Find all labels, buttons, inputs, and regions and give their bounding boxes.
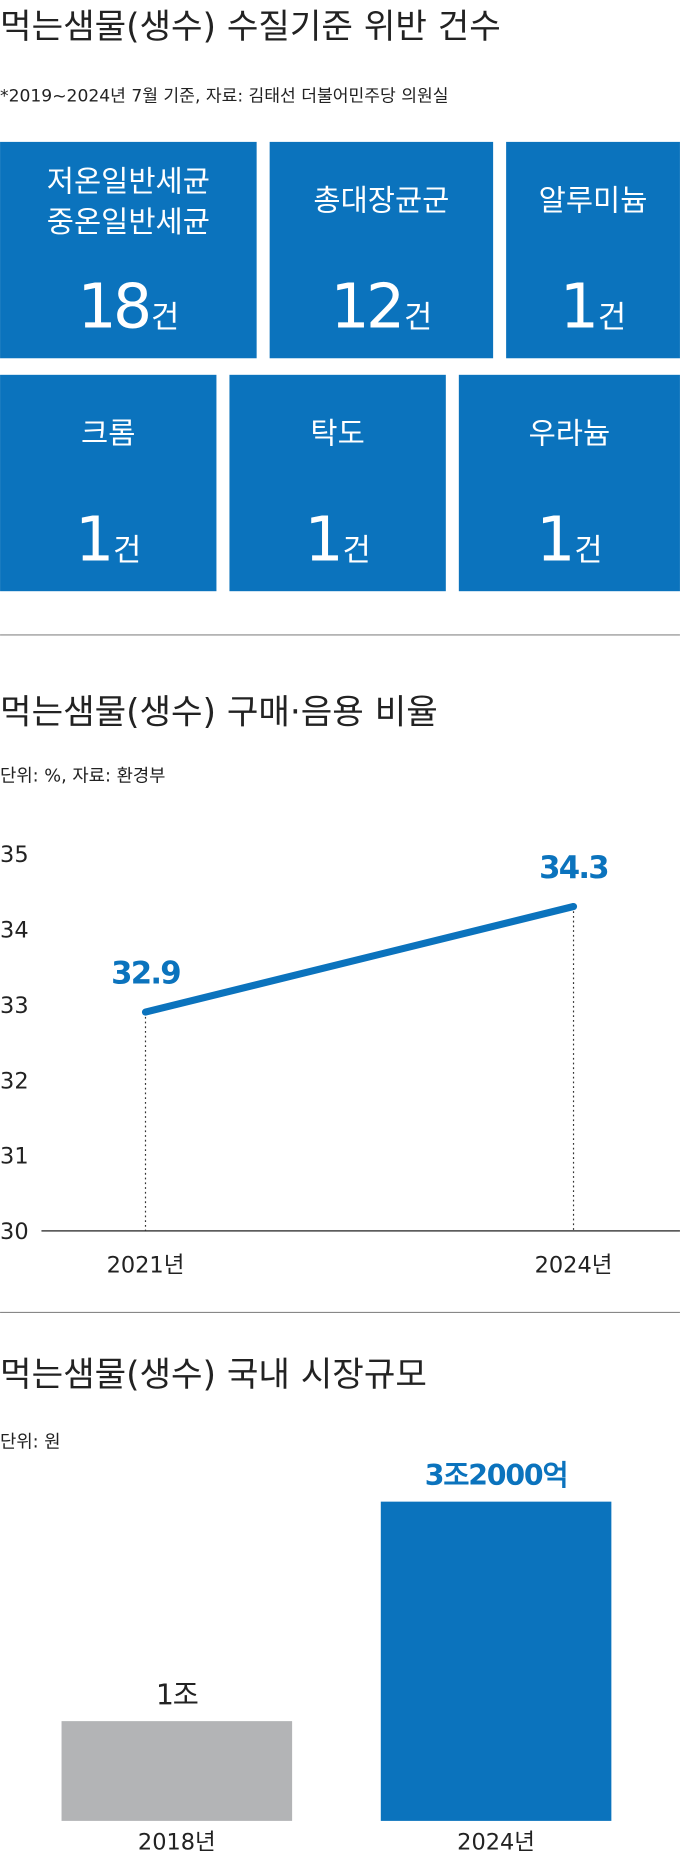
tile-label: 알루미늄 — [539, 183, 648, 217]
count: 1 — [305, 504, 341, 575]
count: 1 — [75, 504, 111, 575]
chart-subtitle: 단위: 원 — [0, 1431, 61, 1452]
tile-count: 18건 — [77, 272, 179, 343]
x-tick-label: 2021년 — [107, 1252, 185, 1278]
tile — [0, 374, 217, 592]
tile-count: 1건 — [560, 272, 626, 343]
chart-title: 먹는샘물(생수) 국내 시장규모 — [0, 1355, 427, 1395]
y-tick-label: 31 — [0, 1144, 29, 1170]
y-tick-label: 35 — [0, 842, 29, 868]
x-tick-label: 2024년 — [535, 1252, 613, 1278]
bar — [380, 1501, 612, 1821]
unit: 건 — [574, 532, 602, 568]
section-title: 먹는샘물(생수) 수질기준 위반 건수 — [0, 7, 501, 47]
y-tick-label: 34 — [0, 917, 29, 943]
count: 1 — [560, 272, 596, 343]
value-label: 32.9 — [111, 956, 180, 992]
tile — [269, 141, 494, 359]
unit: 건 — [598, 300, 626, 336]
chart-subtitle: 단위: %, 자료: 환경부 — [0, 766, 165, 787]
tile — [229, 374, 446, 592]
bar — [61, 1721, 293, 1821]
tile — [506, 141, 680, 359]
unit: 건 — [404, 300, 432, 336]
y-tick-label: 30 — [0, 1219, 29, 1245]
count: 18 — [77, 272, 148, 343]
chart-title: 먹는샘물(생수) 구매·음용 비율 — [0, 693, 438, 733]
unit: 건 — [151, 300, 179, 336]
value-label: 34.3 — [539, 850, 608, 886]
unit: 건 — [342, 532, 370, 568]
tile-count: 1건 — [75, 504, 141, 575]
tile — [458, 374, 680, 592]
count: 12 — [330, 272, 401, 343]
value-label: 1조 — [156, 1679, 198, 1712]
tile — [0, 141, 257, 359]
tile-label: 우라늄 — [529, 416, 611, 450]
tile-label: 크롬 — [81, 416, 135, 450]
count: 1 — [536, 504, 572, 575]
tile-count: 12건 — [330, 272, 432, 343]
y-tick-label: 32 — [0, 1068, 29, 1094]
x-tick-label: 2018년 — [138, 1829, 216, 1854]
tile-count: 1건 — [536, 504, 602, 575]
x-tick-label: 2024년 — [457, 1829, 535, 1854]
value-label: 3조2000억 — [425, 1459, 568, 1492]
line — [141, 902, 578, 1016]
tile-label: 탁도 — [310, 416, 364, 450]
y-tick-label: 33 — [0, 993, 29, 1019]
tile-count: 1건 — [305, 504, 371, 575]
note: *2019~2024년 7월 기준, 자료: 김태선 더불어민주당 의원실 — [0, 87, 448, 107]
unit: 건 — [113, 532, 141, 568]
tile-label: 저온일반세균 — [47, 165, 210, 199]
tile-label: 총대장균군 — [313, 183, 449, 217]
tile-label: 중온일반세균 — [47, 205, 210, 239]
